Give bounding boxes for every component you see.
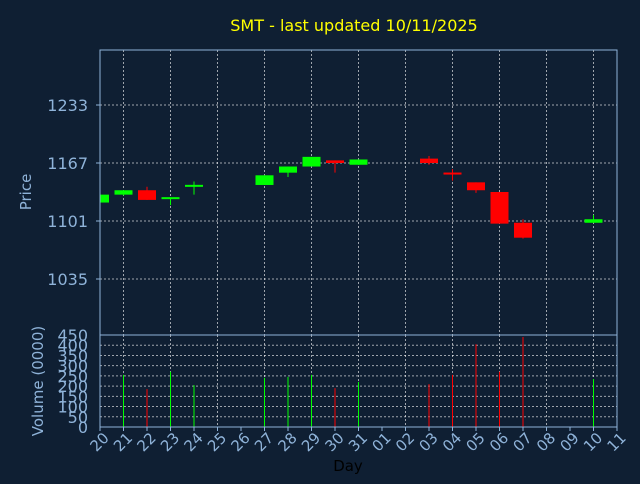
price-grid xyxy=(100,50,617,335)
candle-body-down xyxy=(490,192,509,224)
candle-body-up xyxy=(302,156,321,167)
candle xyxy=(467,182,485,193)
volume-tick-label: 200 xyxy=(57,377,88,396)
candle xyxy=(185,181,203,195)
candle xyxy=(584,214,603,223)
volume-tick-label: 400 xyxy=(57,336,88,355)
candle-body-up xyxy=(255,175,274,185)
candle-body-down xyxy=(138,190,156,200)
volume-tick-label: 100 xyxy=(57,398,88,417)
candle-body-up xyxy=(349,159,368,165)
candle-body-down xyxy=(467,182,485,191)
volume-tick-label: 0 xyxy=(78,418,88,437)
x-axis-ticks: 2021222324252627282930310102030405060708… xyxy=(87,427,630,455)
volume-bars xyxy=(123,337,594,427)
candle-body-down xyxy=(514,222,532,238)
candle-body-up xyxy=(114,190,133,195)
volume-tick-label: 450 xyxy=(57,326,88,345)
candle-body-up xyxy=(185,184,203,187)
candle xyxy=(443,169,462,181)
candle xyxy=(255,175,274,185)
candle-body-up xyxy=(161,197,180,200)
candle xyxy=(420,155,438,165)
price-tick-label: 1035 xyxy=(47,270,88,289)
volume-axis-label: Volume (0000) xyxy=(29,326,47,436)
candle xyxy=(490,192,509,224)
candle-body-up xyxy=(100,194,109,203)
candle xyxy=(302,156,321,167)
price-tick-label: 1101 xyxy=(47,212,88,231)
candle xyxy=(326,160,344,173)
candle-body-up xyxy=(279,166,297,173)
price-candles xyxy=(99,155,603,239)
volume-tick-label: 350 xyxy=(57,346,88,365)
volume-tick-label: 150 xyxy=(57,387,88,406)
candle xyxy=(279,166,297,178)
price-y-ticks: 1035 1101 1167 1233 xyxy=(47,96,100,289)
chart-title: SMT - last updated 10/11/2025 xyxy=(230,16,477,35)
candle xyxy=(114,190,133,196)
price-tick-label: 1233 xyxy=(47,96,88,115)
candle xyxy=(138,186,156,200)
volume-tick-label: 250 xyxy=(57,367,88,386)
price-tick-label: 1167 xyxy=(47,154,88,173)
volume-tick-label: 50 xyxy=(68,408,88,427)
candle-body-up xyxy=(584,219,603,223)
x-axis-label: Day xyxy=(333,457,363,475)
candle-body-down xyxy=(420,158,438,163)
candle xyxy=(349,159,368,165)
candle xyxy=(161,197,180,206)
price-axis-label: Price xyxy=(17,174,35,211)
candle-body-down xyxy=(443,172,462,175)
candle xyxy=(514,219,532,239)
volume-tick-label: 300 xyxy=(57,357,88,376)
candle-body-down xyxy=(326,160,344,163)
